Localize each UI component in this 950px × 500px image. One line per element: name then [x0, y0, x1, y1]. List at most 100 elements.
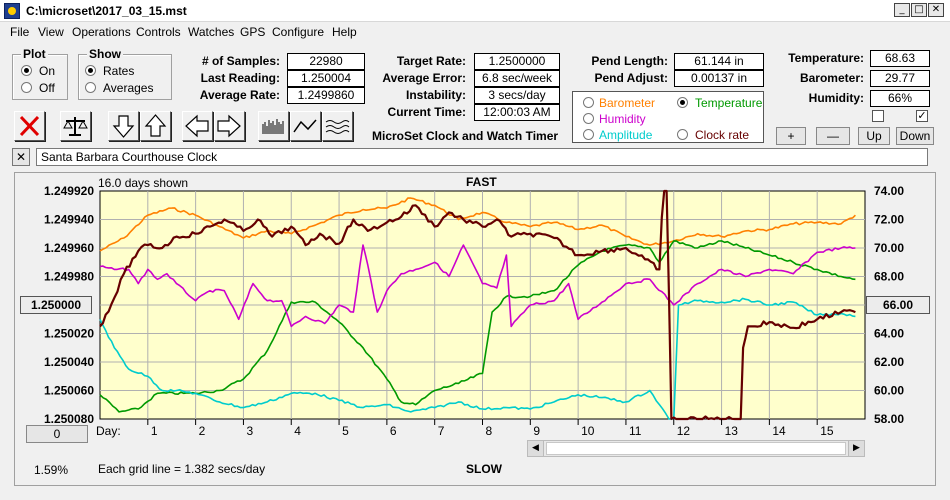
target-rate-value: 1.2500000	[474, 53, 560, 70]
line-view-button[interactable]	[290, 111, 321, 141]
temperature-series-line	[99, 240, 856, 413]
x-tick-label: 8	[486, 424, 493, 438]
average-error-value: 6.8 sec/week	[474, 70, 560, 87]
app-caption: MicroSet Clock and Watch Timer	[372, 129, 559, 143]
maximize-button[interactable]: □	[911, 3, 927, 17]
zero-button[interactable]: 0	[26, 425, 88, 443]
x-tick-label: 15	[820, 424, 834, 438]
x-tick-label: 6	[390, 424, 397, 438]
show-group: Show Rates Averages	[78, 47, 172, 100]
pend-adjust-value: 0.00137 in	[674, 70, 764, 87]
wave-icon	[325, 120, 350, 134]
menu-file[interactable]: File	[10, 25, 30, 39]
humidity-radio[interactable]	[583, 113, 594, 124]
menu-view[interactable]: View	[38, 25, 64, 39]
menu-operations[interactable]: Operations	[72, 25, 131, 39]
x-tick-label: 11	[629, 424, 642, 438]
pend-adjust-label: Pend Adjust:	[594, 71, 668, 85]
x-tick-label: 7	[438, 424, 445, 438]
plot-off-label: Off	[39, 81, 55, 95]
current-time-value: 12:00:03 AM	[474, 104, 560, 121]
barometer-series-line	[99, 197, 856, 252]
scroll-thumb[interactable]	[546, 442, 846, 455]
balance-button[interactable]	[60, 111, 91, 141]
horizontal-scrollbar[interactable]: ◀ ▶	[527, 440, 865, 457]
scale-down-button[interactable]: Down	[896, 127, 934, 145]
y-left-tick-label: 1.249920	[44, 184, 94, 198]
x-tick-label: 5	[342, 424, 349, 438]
x-axis: 1 2 3 4 5 6 7 8 9 10 11 12 13 14 15	[147, 419, 834, 438]
x-tick-label: 1	[151, 424, 158, 438]
y-right-tick-label: 70.00	[874, 241, 904, 255]
plot-off-radio[interactable]	[21, 82, 32, 93]
grid-lines	[100, 191, 865, 419]
averages-radio[interactable]	[85, 82, 96, 93]
temperature-radio[interactable]	[677, 97, 688, 108]
y-left-tick-label: 1.250060	[44, 384, 94, 398]
scale-up-button[interactable]: Up	[858, 127, 890, 145]
x-tick-label: 13	[725, 424, 739, 438]
plot-on-radio[interactable]	[21, 65, 32, 76]
up-arrow-button[interactable]	[140, 111, 171, 141]
bars-view-button[interactable]	[258, 111, 289, 141]
y-left-tick-label: 1.249980	[44, 270, 94, 284]
y-right-tick-label: 74.00	[874, 184, 904, 198]
scroll-right-icon[interactable]: ▶	[848, 441, 864, 456]
right-axis: 74.00 72.00 70.00 68.00 64.00 62.00 60.00 58.00	[874, 184, 904, 426]
window-title: C:\microset\2017_03_15.mst	[26, 4, 187, 18]
amplitude-series-line	[99, 297, 856, 420]
right-center-value[interactable]: 66.00	[866, 296, 930, 314]
barometer-label: Barometer:	[799, 71, 864, 85]
clear-name-button[interactable]: ✕	[12, 148, 30, 166]
wave-view-button[interactable]	[322, 111, 353, 141]
humidity-series-line	[99, 244, 856, 328]
x-tick-label: 14	[772, 424, 786, 438]
scale-plus-button[interactable]: +	[776, 127, 806, 145]
pend-length-label: Pend Length:	[591, 54, 668, 68]
menu-controls[interactable]: Controls	[136, 25, 181, 39]
clock-rate-radio[interactable]	[677, 129, 688, 140]
menu-help[interactable]: Help	[332, 25, 357, 39]
scale-minus-button[interactable]: —	[816, 127, 850, 145]
plot-group-title: Plot	[21, 47, 48, 61]
scroll-left-icon[interactable]: ◀	[528, 441, 544, 456]
average-rate-label: Average Rate:	[199, 88, 280, 102]
left-arrow-button[interactable]	[182, 111, 213, 141]
plot-group: Plot On Off	[12, 47, 68, 100]
left-axis: 1.249920 1.249940 1.249960 1.249980 1.250020…	[44, 184, 94, 426]
menu-watches[interactable]: Watches	[188, 25, 235, 39]
current-time-label: Current Time:	[387, 105, 466, 119]
grid-note: Each grid line = 1.382 secs/day	[98, 462, 266, 476]
y-left-tick-label: 1.249960	[44, 241, 94, 255]
sensor-select-box: Barometer Temperature Humidity Amplitude…	[572, 91, 764, 143]
close-button[interactable]: ✕	[928, 3, 944, 17]
menu-bar: File View Operations Controls Watches GP…	[0, 22, 950, 42]
y-right-tick-label: 60.00	[874, 384, 904, 398]
clock-name-field[interactable]: Santa Barbara Courthouse Clock	[36, 148, 928, 166]
down-arrow-button[interactable]	[108, 111, 139, 141]
minimize-button[interactable]: _	[894, 3, 910, 17]
average-rate-value: 1.2499860	[287, 87, 365, 104]
title-bar: C:\microset\2017_03_15.mst _ □ ✕	[0, 0, 950, 22]
days-shown-label: 16.0 days shown	[98, 176, 189, 190]
rates-radio[interactable]	[85, 65, 96, 76]
right-checkbox[interactable]: ✓	[916, 109, 928, 122]
stop-button[interactable]	[14, 111, 45, 141]
x-tick-label: 12	[677, 424, 691, 438]
fast-label: FAST	[466, 175, 497, 189]
menu-configure[interactable]: Configure	[272, 25, 325, 39]
average-error-label: Average Error:	[382, 71, 466, 85]
x-tick-label: 4	[294, 424, 301, 438]
amplitude-radio[interactable]	[583, 129, 594, 140]
temperature-option: Temperature	[695, 96, 763, 110]
barometer-radio[interactable]	[583, 97, 594, 108]
percent-value: 1.59%	[34, 463, 69, 477]
left-checkbox[interactable]	[872, 110, 884, 122]
left-center-value[interactable]: 1.250000	[20, 296, 92, 314]
right-arrow-button[interactable]	[214, 111, 245, 141]
y-right-tick-label: 68.00	[874, 270, 904, 284]
temperature-value: 68.63	[870, 50, 930, 67]
menu-gps[interactable]: GPS	[240, 25, 266, 39]
y-left-tick-label: 1.250020	[44, 327, 94, 341]
